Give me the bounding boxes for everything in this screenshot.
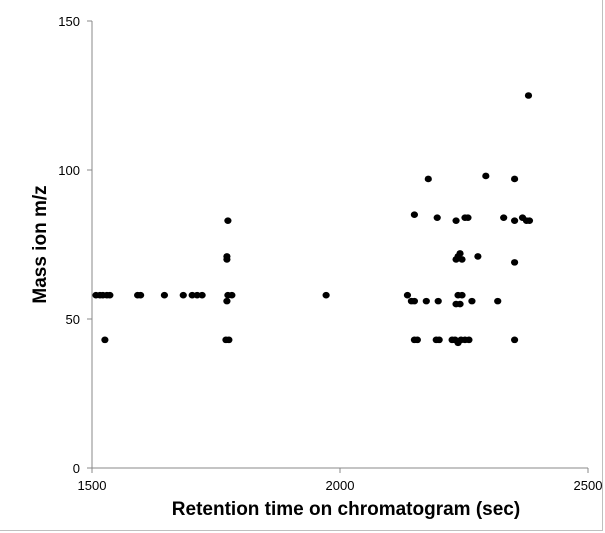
data-point — [322, 291, 330, 299]
y-tick-label: 50 — [66, 312, 80, 327]
data-point — [494, 297, 502, 305]
data-point — [434, 297, 442, 305]
data-point — [424, 175, 432, 183]
data-point — [433, 214, 441, 221]
data-point — [188, 291, 196, 299]
y-ticks: 0 50 100 150 — [58, 14, 92, 476]
x-axis-title: Retention time on chromatogram (sec) — [172, 499, 520, 520]
data-point — [468, 297, 476, 305]
data-point — [198, 291, 206, 299]
data-point — [422, 297, 430, 305]
data-point — [458, 291, 466, 299]
y-tick-label: 100 — [58, 163, 80, 178]
axes — [91, 21, 588, 469]
data-point — [474, 253, 482, 260]
data-point — [193, 291, 201, 299]
data-point — [160, 291, 169, 299]
data-point — [456, 250, 464, 257]
data-point — [482, 172, 490, 180]
data-point — [524, 92, 533, 99]
data-point — [410, 211, 418, 218]
data-point — [510, 336, 519, 344]
x-ticks: 1500 2000 2500 — [78, 468, 603, 493]
data-point — [465, 336, 473, 344]
data-point — [223, 253, 231, 260]
data-point — [435, 336, 443, 344]
data-point — [464, 214, 472, 221]
data-point — [452, 217, 460, 224]
data-point — [403, 291, 412, 299]
data-point — [228, 291, 236, 299]
y-axis-title: Mass ion m/z — [30, 185, 51, 303]
y-tick-label: 150 — [58, 14, 80, 29]
data-point — [179, 291, 187, 299]
data-point — [101, 336, 109, 344]
data-point — [410, 297, 418, 305]
data-point — [510, 259, 519, 266]
x-tick-label: 2000 — [326, 478, 355, 493]
data-point — [223, 297, 231, 305]
x-tick-label: 2500 — [574, 478, 603, 493]
y-tick-label: 0 — [73, 461, 80, 476]
data-point — [413, 336, 421, 344]
x-tick-label: 1500 — [78, 478, 107, 493]
data-point — [510, 217, 519, 224]
data-point — [500, 214, 508, 221]
data-points — [92, 92, 534, 347]
data-point — [510, 175, 519, 183]
data-point — [224, 217, 232, 224]
data-point — [458, 256, 466, 263]
data-point — [456, 300, 464, 308]
data-point — [106, 291, 114, 299]
data-point — [137, 291, 145, 299]
data-point — [225, 336, 233, 344]
data-point — [525, 217, 534, 224]
